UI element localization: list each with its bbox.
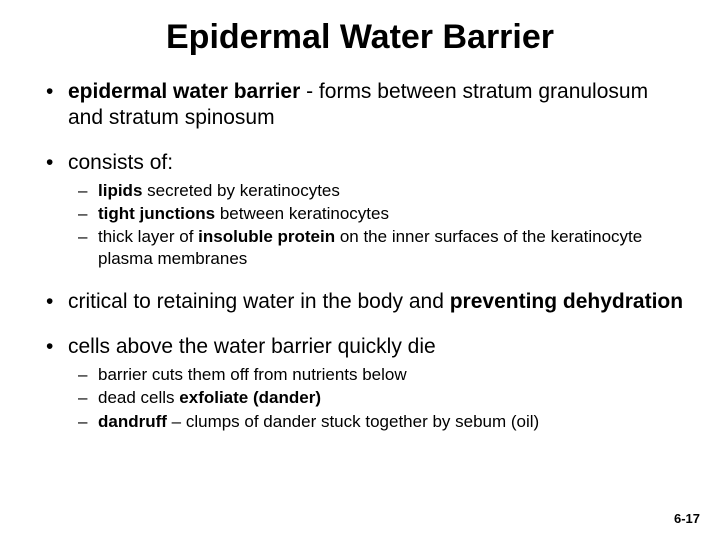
text-run: cells above the water barrier quickly di… [68, 335, 436, 358]
sub-bullet-item: dandruff – clumps of dander stuck togeth… [98, 411, 684, 432]
text-run: preventing dehydration [450, 290, 683, 313]
text-run: lipids [98, 181, 147, 200]
text-run: thick layer of [98, 227, 198, 246]
text-run: critical to retaining water in the body … [68, 290, 450, 313]
text-run: insoluble protein [198, 227, 340, 246]
page-number: 6-17 [674, 511, 700, 526]
text-run: secreted by keratinocytes [147, 181, 340, 200]
text-run: between keratinocytes [220, 204, 389, 223]
text-run: dandruff [98, 412, 172, 431]
bullet-item: consists of: lipids secreted by keratinoc… [68, 150, 684, 269]
text-run: exfoliate (dander) [179, 388, 321, 407]
text-run: epidermal water barrier [68, 80, 306, 103]
sub-bullet-item: barrier cuts them off from nutrients bel… [98, 364, 684, 385]
sub-bullet-item: thick layer of insoluble protein on the … [98, 226, 684, 269]
text-run: – clumps of dander stuck together by seb… [172, 412, 540, 431]
bullet-list: epidermal water barrier - forms between … [36, 79, 684, 432]
sub-bullet-list: barrier cuts them off from nutrients bel… [68, 364, 684, 432]
slide-title: Epidermal Water Barrier [36, 18, 684, 57]
text-run: dead cells [98, 388, 179, 407]
sub-bullet-item: tight junctions between keratinocytes [98, 203, 684, 224]
bullet-item: critical to retaining water in the body … [68, 289, 684, 315]
text-run: tight junctions [98, 204, 220, 223]
sub-bullet-item: lipids secreted by keratinocytes [98, 180, 684, 201]
slide: Epidermal Water Barrier epidermal water … [0, 0, 720, 540]
sub-bullet-item: dead cells exfoliate (dander) [98, 387, 684, 408]
sub-bullet-list: lipids secreted by keratinocytestight ju… [68, 180, 684, 269]
text-run: consists of: [68, 151, 173, 174]
bullet-item: cells above the water barrier quickly di… [68, 334, 684, 431]
bullet-item: epidermal water barrier - forms between … [68, 79, 684, 130]
text-run: barrier cuts them off from nutrients bel… [98, 365, 407, 384]
